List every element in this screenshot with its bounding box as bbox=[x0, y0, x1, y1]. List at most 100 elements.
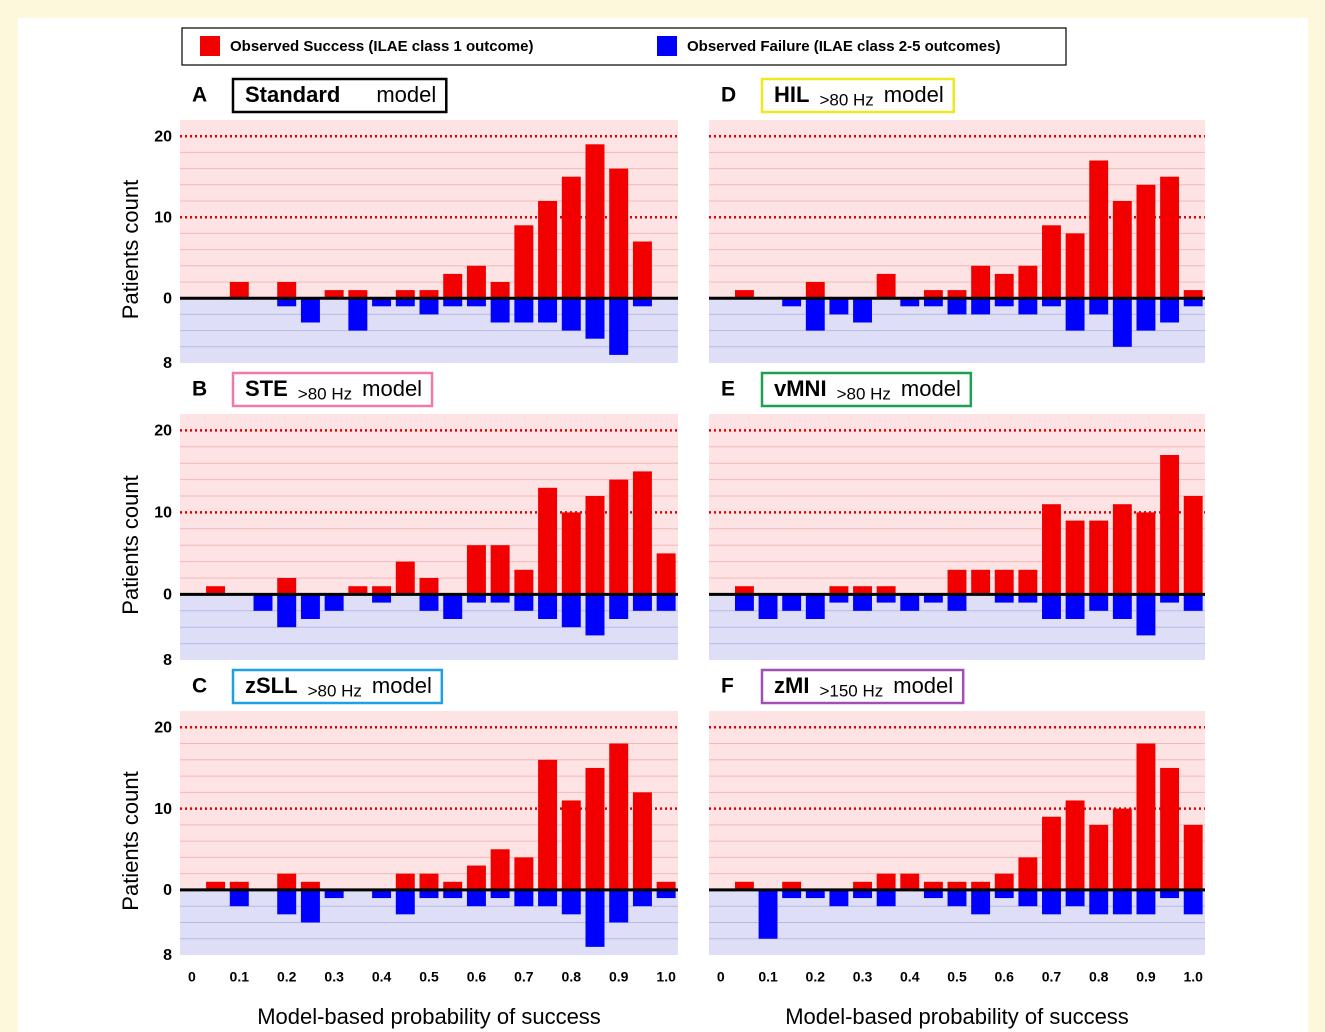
x-tick-label: 0 bbox=[717, 969, 725, 985]
x-tick-label: 0.6 bbox=[467, 969, 487, 985]
y-tick-label: 10 bbox=[154, 209, 172, 226]
bar bbox=[538, 889, 558, 907]
bar bbox=[1183, 496, 1203, 595]
bar bbox=[277, 578, 297, 595]
bar bbox=[206, 586, 226, 595]
legend-label: Observed Success (ILAE class 1 outcome) bbox=[230, 38, 533, 55]
title-box bbox=[231, 77, 448, 114]
bar bbox=[395, 298, 415, 307]
panel-title-suffix: model bbox=[376, 82, 436, 107]
bar bbox=[585, 889, 605, 947]
bar bbox=[656, 594, 676, 611]
y-axis-title: Patients count bbox=[118, 771, 143, 910]
bar bbox=[876, 594, 896, 603]
bar bbox=[1112, 594, 1132, 619]
bar bbox=[829, 586, 849, 595]
bar bbox=[324, 594, 344, 611]
bar bbox=[395, 873, 415, 890]
bar bbox=[561, 800, 581, 890]
x-tick-label: 0.4 bbox=[900, 969, 920, 985]
bar bbox=[466, 298, 486, 307]
bar bbox=[1183, 889, 1203, 915]
x-tick-label: 0.5 bbox=[947, 969, 967, 985]
panel-title: Standard bbox=[245, 82, 340, 107]
bar bbox=[585, 767, 605, 890]
bar bbox=[876, 586, 896, 595]
bar bbox=[1089, 889, 1109, 915]
bar bbox=[609, 479, 629, 595]
bar bbox=[632, 594, 652, 611]
panel-title-suffix: model bbox=[362, 376, 422, 401]
panel-letter: A bbox=[192, 84, 207, 107]
panel-title-suffix: model bbox=[884, 82, 944, 107]
x-tick-label: 0.2 bbox=[806, 969, 826, 985]
bar bbox=[1112, 298, 1132, 347]
bar bbox=[1112, 201, 1132, 299]
x-tick-label: 0.6 bbox=[995, 969, 1015, 985]
bar bbox=[1183, 594, 1203, 611]
bar bbox=[443, 889, 463, 899]
bar bbox=[1136, 298, 1156, 331]
bar bbox=[656, 881, 676, 890]
bar bbox=[229, 889, 249, 907]
bar bbox=[443, 298, 463, 307]
bar bbox=[923, 298, 943, 307]
panel-title-suffix: model bbox=[893, 673, 953, 698]
panel-letter: E bbox=[721, 378, 735, 401]
y-axis-title: Patients count bbox=[118, 475, 143, 614]
bar bbox=[443, 594, 463, 619]
bar bbox=[538, 487, 558, 595]
y-tick-label: 0 bbox=[163, 290, 172, 307]
bar bbox=[538, 298, 558, 323]
bar bbox=[609, 889, 629, 923]
bar bbox=[348, 586, 368, 595]
bar bbox=[419, 594, 439, 611]
panel-title: zSLL bbox=[245, 673, 298, 698]
x-tick-label: 0.5 bbox=[419, 969, 439, 985]
bar bbox=[829, 298, 849, 315]
y-axis-title: Patients count bbox=[118, 180, 143, 319]
bar bbox=[805, 594, 825, 619]
panel-subtitle: >150 Hz bbox=[819, 681, 883, 700]
bar bbox=[1089, 298, 1109, 315]
bar bbox=[514, 225, 534, 299]
bar bbox=[734, 594, 754, 611]
bar bbox=[1042, 504, 1061, 595]
bar bbox=[514, 569, 534, 595]
bar bbox=[372, 594, 392, 603]
bar bbox=[419, 578, 439, 595]
bar bbox=[853, 298, 872, 323]
bar bbox=[609, 743, 629, 890]
bar bbox=[490, 282, 510, 299]
bar bbox=[466, 594, 486, 603]
bar bbox=[490, 545, 510, 595]
bar bbox=[923, 889, 943, 899]
bar bbox=[758, 594, 778, 619]
bar bbox=[419, 298, 439, 315]
bar bbox=[277, 594, 297, 628]
bar bbox=[585, 496, 605, 595]
bar bbox=[490, 889, 510, 899]
bar bbox=[900, 298, 920, 307]
bar bbox=[443, 273, 463, 299]
panel-subtitle: >80 Hz bbox=[298, 384, 352, 403]
x-axis-title: Model-based probability of success bbox=[257, 1004, 601, 1029]
bar bbox=[947, 889, 967, 907]
bar bbox=[1112, 504, 1132, 595]
bar bbox=[1183, 290, 1203, 299]
bar bbox=[971, 569, 991, 595]
bar bbox=[372, 889, 392, 899]
bar bbox=[656, 889, 676, 899]
bar bbox=[419, 873, 439, 890]
panel-title-suffix: model bbox=[372, 673, 432, 698]
bar bbox=[490, 298, 510, 323]
x-tick-label: 0.3 bbox=[853, 969, 873, 985]
x-tick-label: 0.1 bbox=[758, 969, 778, 985]
bar bbox=[994, 298, 1014, 307]
x-tick-label: 1.0 bbox=[1183, 969, 1203, 985]
bar bbox=[561, 298, 581, 331]
bar bbox=[853, 889, 872, 899]
bar bbox=[253, 594, 273, 611]
panel-letter: F bbox=[721, 675, 734, 698]
